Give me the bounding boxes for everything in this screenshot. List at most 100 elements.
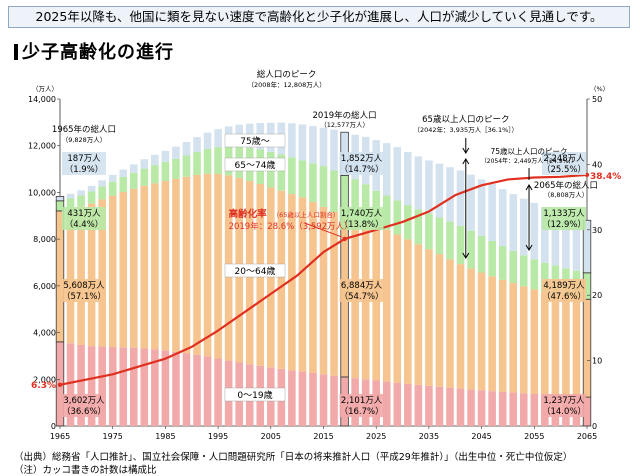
peak75-span-arrow-head-down — [525, 244, 533, 251]
bar-age20_64-2065 — [582, 298, 592, 398]
bar-age20_64-2039 — [446, 259, 454, 388]
bar-age75-1987 — [172, 146, 180, 159]
bar-age65_74-1981 — [140, 168, 149, 186]
bar-age65_74-2007 — [277, 154, 286, 191]
bar-age75-1971 — [87, 185, 96, 192]
bar-age0_19-1989 — [182, 353, 191, 426]
bar-age0_19-2039 — [446, 387, 454, 426]
bar-age75-1977 — [119, 169, 128, 178]
bar-age75-2045 — [477, 179, 486, 236]
bar-age0_19-2029 — [393, 382, 402, 426]
x-tick-label: 2025 — [366, 432, 386, 441]
bar-age20_64-1991 — [193, 174, 201, 355]
bar-age65_74-2041 — [456, 225, 465, 265]
bar-age0_19-2041 — [456, 388, 465, 426]
bar-age20_64-2043 — [467, 268, 475, 390]
total-2065-title: 2065年の総人口 — [534, 180, 598, 191]
bar-age65_74-2029 — [393, 200, 402, 235]
bar-age0_19-1975 — [108, 347, 117, 426]
bar-age0_19-2051 — [509, 392, 518, 426]
age-band-65-74-label: 65～74歳 — [235, 159, 276, 171]
bar-age65_74-2057 — [541, 262, 549, 293]
bar-age75-1989 — [182, 141, 191, 156]
page-title: 少子高齢化の進行 — [14, 38, 174, 64]
y-left-unit: （万人） — [32, 85, 58, 93]
bar-age20_64-2009 — [288, 194, 296, 371]
label-2019-age75-share: （14.7%） — [340, 164, 384, 175]
bar-age75-2055 — [530, 202, 539, 260]
bar-age20_64-2051 — [509, 283, 518, 393]
label-2065-age20_64-share: （47.6%） — [542, 291, 586, 302]
total-2065-value: （8,808万人） — [544, 191, 589, 199]
y-left-tick-label: 4,000 — [33, 329, 56, 338]
bar-age65_74-2049 — [498, 246, 507, 280]
bar-age0_19-2033 — [414, 384, 423, 426]
age-band-0-19-label: 0～19歳 — [237, 389, 272, 401]
bar-age65_74-1975 — [108, 181, 117, 196]
bar-age75-1979 — [129, 164, 138, 173]
bar-age20_64-2035 — [425, 249, 433, 386]
bar-age20_64-2017 — [330, 212, 338, 376]
bar-age20_64-2025 — [372, 225, 380, 381]
label-2065-age75-bg — [542, 152, 586, 175]
bar-age0_19-2055 — [530, 394, 539, 426]
label-2065-age65_74-bg — [542, 207, 586, 230]
bar-age75-1969 — [77, 190, 85, 196]
label-1965-age20_64-bg — [62, 279, 106, 302]
aging-rate-title: 高齢化率 — [229, 208, 268, 220]
y-right-unit: （%） — [590, 85, 609, 93]
y-right-tick-label: 40 — [592, 160, 602, 169]
bar-age0_19-2053 — [519, 393, 528, 426]
bar-age20_64-2011 — [298, 197, 307, 372]
age-band-75plus-label: 75歳～ — [240, 135, 269, 147]
bar-age20_64-2031 — [404, 239, 412, 384]
bar-age20_64-1993 — [203, 173, 212, 357]
bar-age0_19-1971 — [87, 346, 96, 426]
bar-age20_64-2041 — [456, 264, 465, 389]
bar-age20_64-1973 — [98, 199, 106, 347]
peak-value: （2008年：12,808万人） — [247, 80, 325, 89]
bar-age75-2051 — [509, 194, 518, 251]
bar-age0_19-2013 — [309, 372, 317, 426]
label-2065-age65_74-share: （12.9%） — [542, 219, 586, 230]
bar-age65_74-1991 — [193, 152, 201, 175]
aging-rate-callout-line — [304, 222, 342, 238]
y-right-tick-label: 0 — [592, 422, 597, 431]
bar-age65_74-1973 — [98, 186, 106, 200]
bar-age75-2009 — [288, 123, 296, 158]
x-tick-label: 1965 — [50, 432, 70, 441]
bar-age75-2053 — [519, 198, 528, 256]
label-2065-age0_19-share: （14.0%） — [542, 406, 586, 417]
bar-age20_64-1977 — [119, 191, 128, 348]
bar-age75-1993 — [203, 132, 212, 149]
peak-title: 総人口のピーク — [257, 69, 317, 80]
bar-age65_74-1987 — [172, 158, 180, 179]
y-right-tick-label: 30 — [592, 226, 602, 235]
age-band-75plus-label-box — [224, 133, 286, 148]
peak75-span-arrow-head-up — [525, 184, 533, 191]
label-2019-age65_74-share: （13.8%） — [340, 219, 384, 230]
bar-age75-2031 — [404, 152, 412, 206]
y-left-tick-label: 0 — [51, 422, 56, 431]
bar-age75-2041 — [456, 170, 465, 226]
bar-age65_74-2021 — [351, 179, 359, 220]
total-2019-title: 2019年の総人口 — [313, 110, 377, 121]
total-1965-title: 1965年の総人口 — [52, 124, 116, 135]
bar-age65_74-2027 — [382, 195, 391, 230]
bar-age0_19-1977 — [119, 347, 128, 426]
bar-age75-2015 — [319, 127, 328, 167]
x-tick-label: 1975 — [103, 432, 123, 441]
bar-age75-2049 — [498, 189, 507, 247]
bar-age75-2017 — [330, 129, 338, 171]
bar-age65_74-2009 — [288, 157, 296, 195]
peak65-span-arrow-head-up — [462, 158, 470, 165]
bar-age65_74-1985 — [161, 161, 170, 181]
bar-age75-1991 — [193, 137, 201, 153]
label-2065-age0_19-value: 1,237万人 — [543, 396, 585, 406]
x-tick-label: 2015 — [313, 432, 333, 441]
bar-age0_19-1987 — [172, 351, 180, 426]
bar-age75-2037 — [435, 163, 444, 218]
bar-age20_64-2061 — [562, 296, 570, 396]
bar-age20_64-2015 — [319, 206, 328, 375]
bar-age75-1983 — [151, 154, 159, 166]
